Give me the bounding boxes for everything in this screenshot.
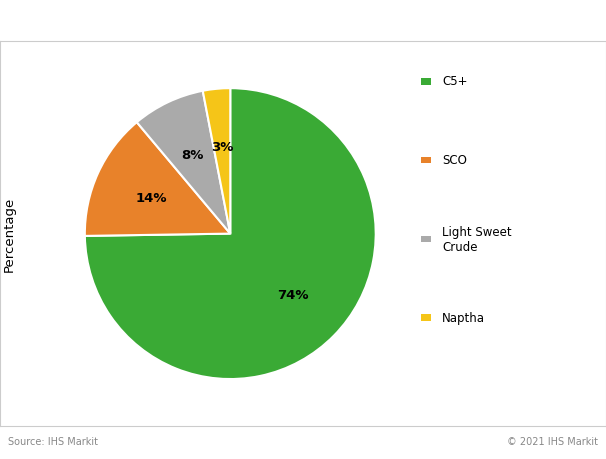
Text: C5+: C5+ (442, 75, 468, 88)
FancyBboxPatch shape (421, 315, 431, 321)
Text: Percentage: Percentage (2, 196, 16, 272)
Text: Source: IHS Markit: Source: IHS Markit (8, 436, 98, 446)
Text: © 2021 IHS Markit: © 2021 IHS Markit (507, 436, 598, 446)
Wedge shape (85, 89, 376, 379)
Text: 14%: 14% (135, 191, 167, 204)
Wedge shape (85, 123, 230, 236)
Text: Breakdown for Diluent required for oil sands: Breakdown for Diluent required for oil s… (11, 14, 378, 32)
FancyBboxPatch shape (421, 78, 431, 85)
Wedge shape (137, 92, 230, 234)
Text: Naptha: Naptha (442, 311, 485, 324)
Text: 3%: 3% (211, 141, 233, 154)
FancyBboxPatch shape (421, 236, 431, 243)
FancyBboxPatch shape (421, 157, 431, 164)
Text: Light Sweet
Crude: Light Sweet Crude (442, 225, 511, 253)
Text: SCO: SCO (442, 154, 467, 167)
Text: 74%: 74% (277, 289, 308, 302)
Wedge shape (203, 89, 230, 234)
Text: 8%: 8% (182, 149, 204, 162)
